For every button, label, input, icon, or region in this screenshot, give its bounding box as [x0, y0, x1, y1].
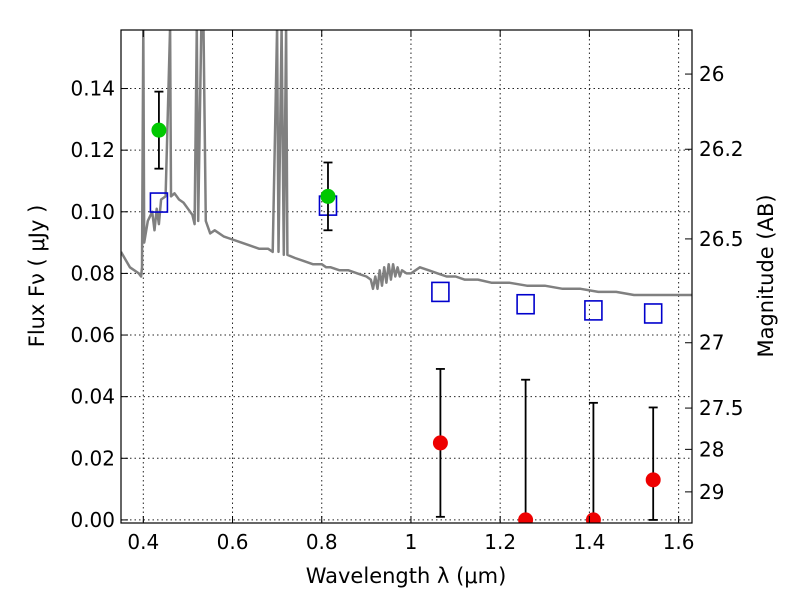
low-snr-point — [518, 512, 534, 523]
right-tick-label: 27 — [699, 331, 724, 355]
x-tick-label: 1.4 — [573, 530, 605, 554]
right-tick-label: 28 — [699, 437, 724, 461]
x-axis-label: Wavelength λ (μm) — [306, 564, 507, 588]
right-tick-label: 26.2 — [699, 137, 744, 161]
plot-frame — [120, 29, 693, 524]
detection-point — [320, 188, 336, 204]
y-tick-label: 0.00 — [70, 508, 115, 532]
tick-labels: 0.4 0.6 0.8 1 1.2 1.4 1.6 0.00 0.02 0.04 0.06 0.08 0… — [70, 62, 743, 554]
y-tick-label: 0.14 — [70, 77, 115, 101]
model-photometry-square — [584, 300, 603, 321]
low-snr-point — [645, 472, 661, 488]
model-photometry-square — [431, 281, 450, 303]
y-tick-label: 0.12 — [70, 138, 115, 162]
x-tick-label: 0.4 — [127, 530, 159, 554]
model-photometry-square — [643, 303, 663, 324]
y-tick-label: 0.02 — [70, 446, 115, 470]
observed-flux-series — [151, 122, 661, 523]
x-tick-label: 1.6 — [663, 530, 695, 554]
model-photometry-square — [516, 293, 535, 315]
right-tick-label: 26.5 — [699, 227, 744, 251]
axis-ticks — [121, 30, 692, 523]
y-tick-label: 0.06 — [70, 323, 115, 347]
y-tick-label: 0.04 — [70, 385, 115, 409]
detection-point — [151, 122, 167, 138]
right-tick-label: 29 — [699, 480, 724, 504]
y-tick-label: 0.08 — [70, 261, 115, 285]
x-tick-label: 0.6 — [217, 530, 249, 554]
right-tick-label: 27.5 — [699, 396, 744, 420]
grid-lines — [121, 30, 692, 523]
x-tick-label: 0.8 — [306, 530, 338, 554]
model-photometry-series — [149, 192, 663, 324]
model-spectrum-line — [121, 30, 692, 297]
y-axis-right-label: Magnitude (AB) — [754, 194, 778, 357]
low-snr-point — [432, 435, 448, 451]
y-tick-label: 0.10 — [70, 200, 115, 224]
x-tick-label: 1.2 — [484, 530, 516, 554]
right-tick-label: 26 — [699, 62, 724, 86]
plot-area — [121, 30, 692, 523]
x-tick-label: 1 — [405, 530, 418, 554]
y-axis-left-label: Flux Fν ( μJy ) — [25, 205, 49, 348]
model-photometry-square — [149, 192, 169, 213]
